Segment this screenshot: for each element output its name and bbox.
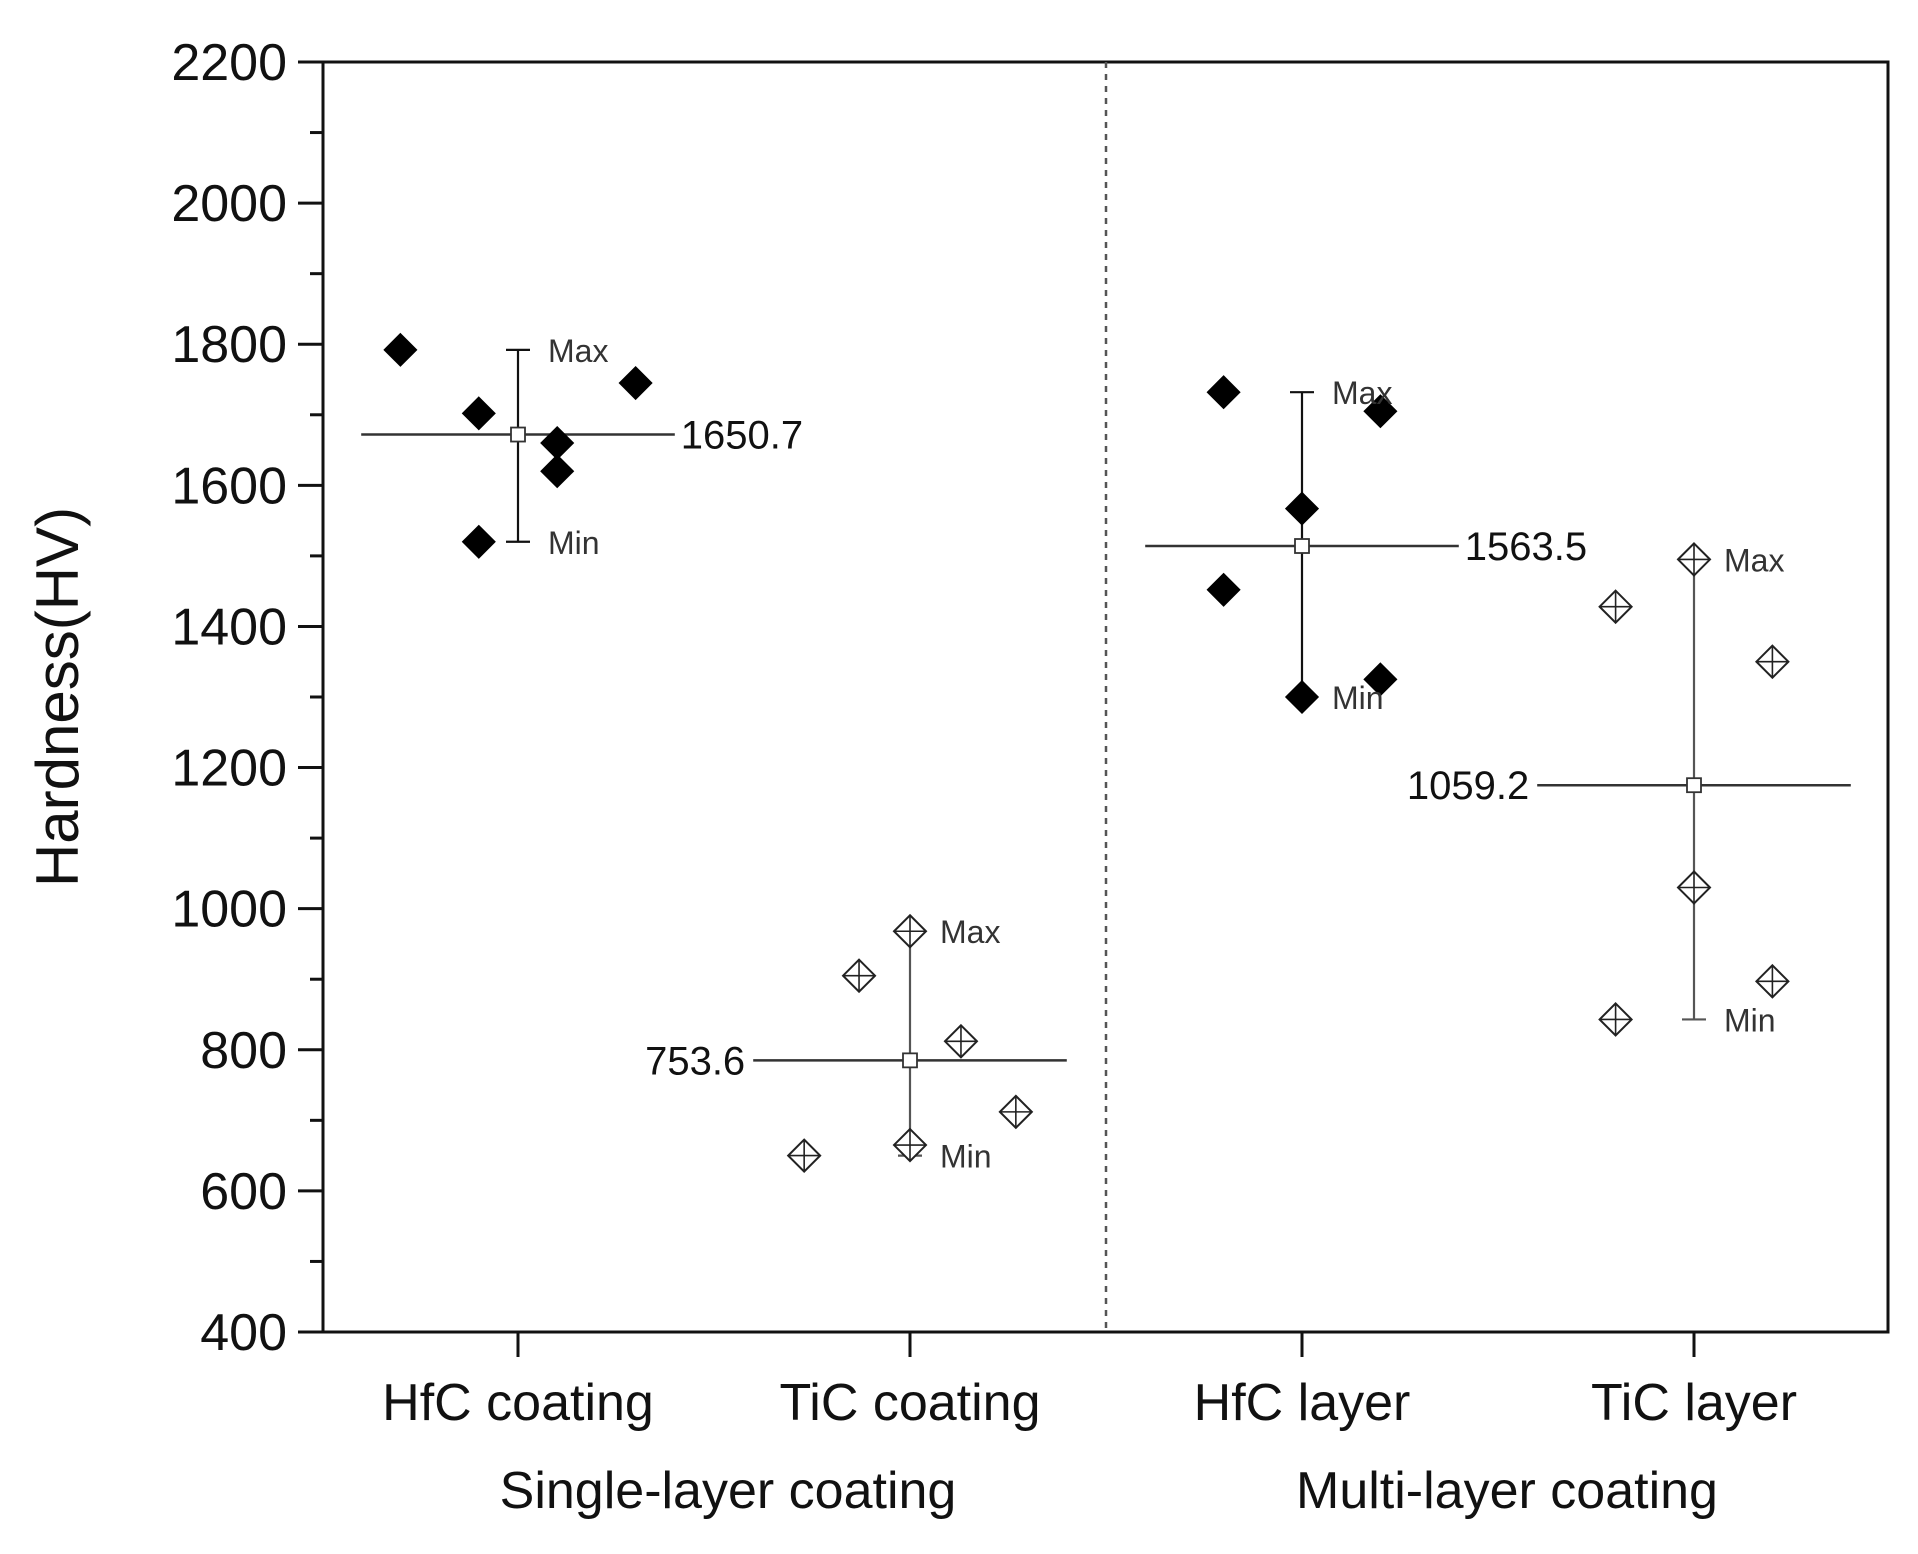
filled-diamond-marker — [1284, 679, 1320, 715]
x-tick-label: TiC layer — [1591, 1374, 1797, 1432]
min-label: Min — [1332, 680, 1384, 716]
min-label: Min — [1724, 1002, 1776, 1038]
series-layer: 1650.7MaxMin753.6MaxMin1563.5MaxMin1059.… — [361, 332, 1851, 1175]
mean-value-label: 1563.5 — [1465, 525, 1587, 569]
y-tick-label: 1400 — [171, 598, 287, 656]
max-label: Max — [1724, 542, 1784, 578]
mean-value-label: 1650.7 — [681, 414, 803, 458]
series-hfc-layer: 1563.5 Max Min — [1145, 375, 1587, 716]
y-axis: 400 600 800 1000 1200 1400 1600 1800 2000 2200 — [171, 34, 323, 1362]
y-tick-label: 1000 — [171, 881, 287, 939]
group-label-multi-layer: Multi-layer coating — [1296, 1462, 1718, 1520]
max-label: Max — [1332, 375, 1392, 411]
filled-diamond-marker — [618, 365, 653, 401]
mean-marker — [510, 426, 526, 443]
series-tic-coating: 753.6 Max Min — [645, 913, 1067, 1175]
mean-value-label: 753.6 — [645, 1039, 745, 1083]
min-label: Min — [548, 525, 600, 561]
y-tick-label: 1800 — [171, 316, 287, 374]
y-tick-label: 400 — [200, 1304, 287, 1362]
filled-diamond-marker — [1206, 572, 1241, 607]
y-axis-title: Hardness(HV) — [24, 507, 91, 887]
plot-frame — [321, 60, 1890, 1334]
max-label: Max — [940, 914, 1000, 950]
mean-marker — [1294, 538, 1310, 554]
filled-diamond-marker — [540, 454, 575, 489]
x-tick-label: HfC coating — [382, 1374, 654, 1432]
filled-diamond-marker — [1206, 375, 1241, 410]
x-tick-label: HfC layer — [1194, 1374, 1411, 1432]
group-label-single-layer: Single-layer coating — [500, 1462, 957, 1520]
filled-diamond-marker — [461, 396, 496, 431]
max-label: Max — [548, 333, 608, 369]
filled-diamond-marker — [461, 524, 496, 559]
mean-marker — [1686, 777, 1702, 794]
filled-diamond-marker — [1363, 662, 1398, 697]
y-tick-label: 800 — [200, 1022, 287, 1080]
filled-diamond-marker — [1284, 491, 1320, 526]
x-axis: HfC coating TiC coating HfC layer TiC layer — [382, 1332, 1797, 1432]
y-tick-label: 2200 — [171, 34, 287, 92]
y-tick-label: 2000 — [171, 175, 287, 233]
y-tick-label: 1600 — [171, 457, 287, 515]
series-tic-layer: 1059.2 Max Min — [1407, 542, 1851, 1038]
mean-value-label: 1059.2 — [1407, 764, 1529, 808]
filled-diamond-marker — [383, 332, 418, 367]
y-tick-label: 1200 — [171, 740, 287, 798]
series-hfc-coating: 1650.7 Max Min — [361, 332, 803, 561]
y-tick-label: 600 — [200, 1163, 287, 1221]
filled-diamond-marker — [1363, 394, 1398, 429]
x-tick-label: TiC coating — [779, 1374, 1040, 1432]
min-label: Min — [940, 1139, 992, 1175]
mean-marker — [902, 1052, 918, 1069]
